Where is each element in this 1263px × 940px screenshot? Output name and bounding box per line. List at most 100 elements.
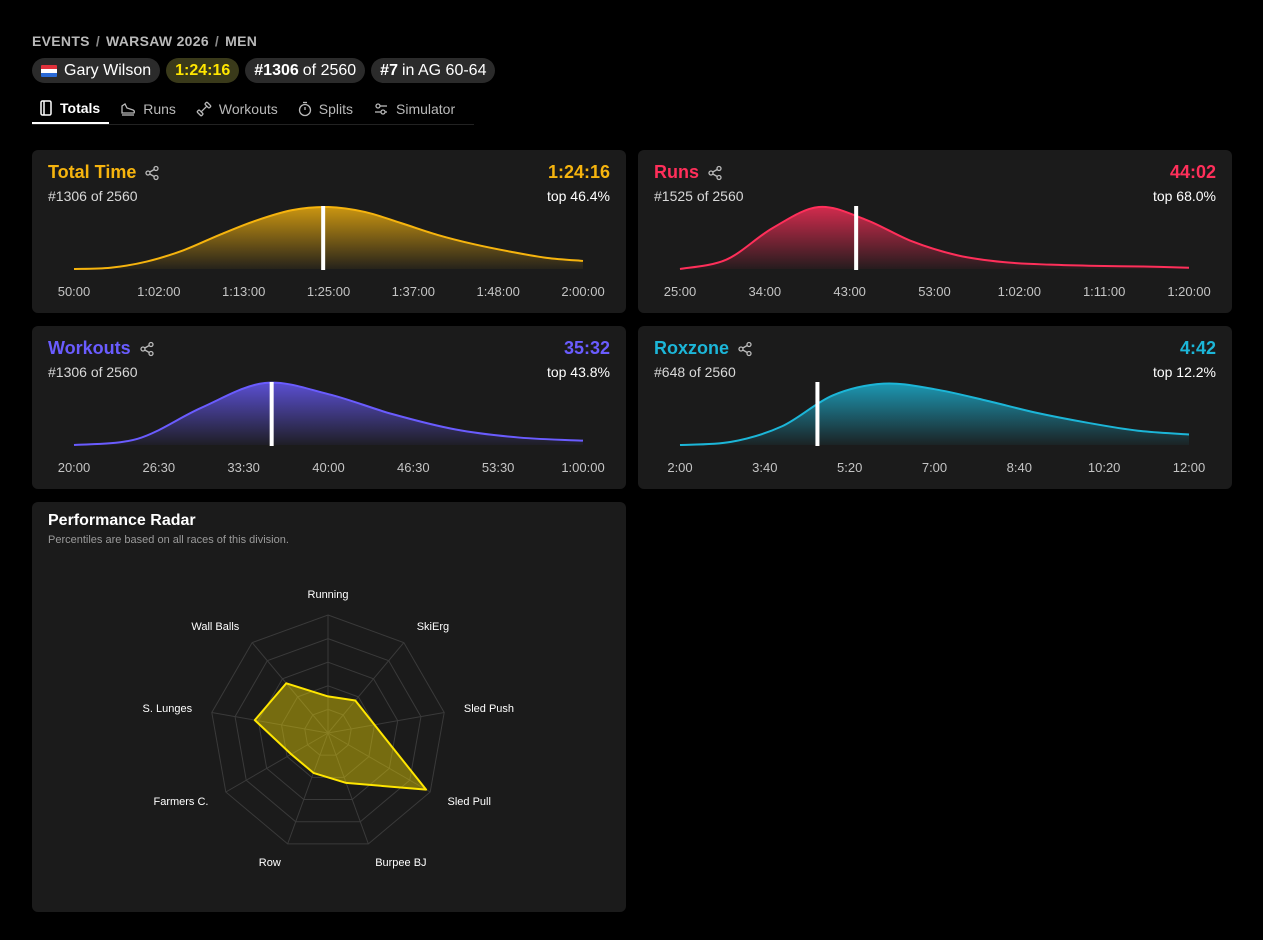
- tab-runs[interactable]: Runs: [113, 94, 185, 123]
- x-tick-label: 1:11:00: [1082, 284, 1126, 299]
- radar-axis-label: Burpee BJ: [375, 856, 427, 869]
- x-tick-label: 34:00: [748, 284, 782, 299]
- x-tick-label: 26:30: [142, 460, 176, 475]
- x-tick-label: 1:20:00: [1167, 284, 1211, 299]
- share-icon[interactable]: [737, 341, 753, 357]
- breadcrumb-events-link[interactable]: EVENTS: [32, 33, 90, 49]
- radar-title: Performance Radar: [48, 512, 196, 529]
- x-tick-label: 40:00: [312, 460, 345, 475]
- card-title: Total Time: [48, 162, 160, 183]
- card-percentile: top 46.4%: [546, 188, 610, 204]
- x-axis-ticks: 25:00 34:00 43:00 53:00 1:02:00 1:11:00 1:20:0…: [638, 284, 1232, 300]
- runs-chart: [679, 205, 1190, 270]
- radar-grid-ring: [304, 708, 352, 756]
- x-tick-label: 2:00: [667, 460, 693, 475]
- x-tick-label: 1:02:00: [137, 284, 181, 299]
- card-value: 4:42: [1179, 338, 1216, 358]
- card-percentile: top 12.2%: [1152, 364, 1216, 380]
- radar-axis-label: Row: [258, 856, 281, 869]
- x-tick-label: 8:40: [1006, 460, 1032, 475]
- radar-series-shape: [253, 682, 428, 791]
- notebook-icon: [40, 100, 52, 116]
- stopwatch-icon: [298, 101, 311, 116]
- breadcrumb-division: MEN: [225, 33, 258, 49]
- runs-card: Runs 44:02 #1525 of 2560 top 68.0% 25:00…: [638, 150, 1232, 313]
- radar-spoke: [327, 732, 431, 793]
- breadcrumb-separator: /: [95, 33, 101, 49]
- workouts-card: Workouts 35:32 #1306 of 2560 top 43.8% 2…: [32, 326, 626, 489]
- x-tick-label: 12:00: [1172, 460, 1206, 475]
- ag-label: in AG 60-64: [401, 61, 487, 79]
- total-time-pill: 1:24:16: [166, 58, 240, 83]
- distribution-line: [679, 205, 1190, 270]
- tab-splits-label: Splits: [318, 100, 353, 117]
- card-title: Runs: [654, 162, 723, 183]
- x-tick-label: 53:00: [918, 284, 951, 299]
- breadcrumb-event-link[interactable]: WARSAW 2026: [106, 33, 209, 49]
- radar-spoke: [327, 732, 369, 845]
- card-value: 1:24:16: [547, 162, 610, 182]
- x-tick-label: 1:02:00: [997, 284, 1042, 299]
- x-tick-label: 25:00: [663, 284, 697, 299]
- x-tick-label: 43:00: [833, 284, 866, 299]
- card-title-text: Workouts: [48, 338, 131, 358]
- total-time-chart: [73, 205, 584, 270]
- flag-icon: [41, 64, 57, 77]
- x-tick-label: 33:30: [227, 460, 260, 475]
- distribution-area: [680, 383, 1189, 445]
- athlete-name-pill: Gary Wilson: [32, 58, 161, 83]
- workouts-chart: [73, 381, 584, 446]
- radar-chart: [211, 614, 445, 845]
- performance-radar-card: Performance Radar Percentiles are based …: [32, 502, 626, 912]
- overall-of: of 2560: [302, 61, 357, 79]
- radar-spoke: [251, 642, 329, 734]
- tab-totals[interactable]: Totals: [32, 94, 110, 124]
- card-rank: #1306 of 2560: [48, 364, 138, 380]
- radar-grid-ring: [234, 638, 422, 823]
- share-icon[interactable]: [144, 165, 160, 181]
- radar-axis-label: Farmers C.: [153, 796, 209, 808]
- distribution-line: [679, 382, 1190, 446]
- tab-runs-label: Runs: [143, 100, 176, 117]
- x-tick-label: 3:40: [752, 460, 778, 475]
- card-title-text: Total Time: [48, 162, 137, 182]
- x-tick-label: 53:30: [481, 460, 515, 475]
- card-percentile: top 43.8%: [546, 364, 610, 380]
- radar-spoke: [327, 642, 405, 734]
- card-rank: #648 of 2560: [654, 364, 736, 380]
- tab-totals-label: Totals: [60, 100, 101, 116]
- radar-axis-label: S. Lunges: [142, 703, 193, 716]
- athlete-name: Gary Wilson: [64, 61, 152, 79]
- roxzone-card: Roxzone 4:42 #648 of 2560 top 12.2% 2:00…: [638, 326, 1232, 489]
- share-icon[interactable]: [707, 165, 723, 181]
- radar-spoke: [211, 712, 329, 734]
- roxzone-chart: [679, 382, 1190, 446]
- x-tick-label: 10:20: [1087, 460, 1121, 475]
- share-icon[interactable]: [139, 341, 155, 357]
- distribution-line: [73, 205, 584, 270]
- card-title: Roxzone: [654, 338, 753, 359]
- ag-rank-pill: #7 in AG 60-64: [371, 58, 496, 83]
- tab-splits[interactable]: Splits: [291, 94, 362, 123]
- tab-simulator[interactable]: Simulator: [366, 94, 464, 123]
- tab-simulator-label: Simulator: [396, 100, 456, 117]
- x-tick-label: 1:48:00: [476, 284, 520, 299]
- distribution-line: [73, 381, 584, 446]
- athlete-marker: [321, 206, 326, 270]
- radar-spoke: [287, 732, 329, 845]
- athlete-marker: [815, 382, 820, 446]
- radar-subtitle: Percentiles are based on all races of th…: [48, 534, 289, 546]
- tab-workouts[interactable]: Workouts: [189, 94, 287, 123]
- distribution-area: [680, 206, 1189, 269]
- radar-axis-label: Running: [307, 589, 349, 601]
- overall-rank: #1306: [254, 61, 299, 79]
- x-tick-label: 46:30: [397, 460, 430, 475]
- radar-axis-label: SkiErg: [416, 621, 450, 634]
- x-axis-ticks: 50:00 1:02:00 1:13:00 1:25:00 1:37:00 1:48:00…: [32, 284, 626, 300]
- total-time-card: Total Time 1:24:16 #1306 of 2560 top 46.…: [32, 150, 626, 313]
- x-tick-label: 50:00: [57, 284, 91, 299]
- dumbbell-icon: [196, 101, 212, 116]
- x-tick-label: 1:25:00: [306, 284, 351, 299]
- sliders-icon: [375, 102, 387, 115]
- x-tick-label: 1:13:00: [221, 284, 266, 299]
